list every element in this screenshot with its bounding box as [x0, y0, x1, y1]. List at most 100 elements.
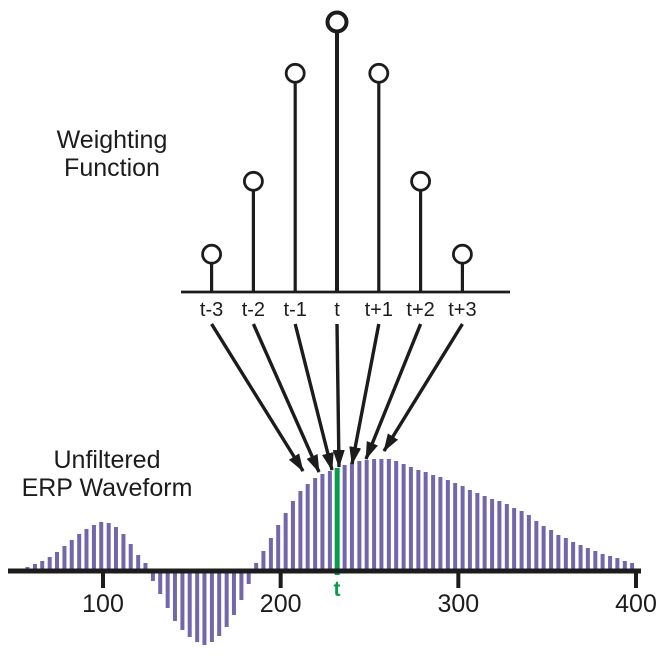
waveform-bar [475, 493, 480, 571]
waveform-bar [526, 515, 531, 571]
waveform-bar [150, 571, 155, 581]
waveform-bar [158, 571, 163, 594]
waveform-bar [585, 548, 590, 571]
stem-circle-t-2 [242, 170, 264, 192]
waveform-bar [563, 538, 568, 571]
stem-circle-t [325, 10, 349, 34]
waveform-title-line1: Unfiltered [54, 446, 161, 474]
waveform-bar [372, 459, 377, 571]
weight-arrow-t-1 [293, 323, 334, 471]
time-axis: 100 200 300 400 [8, 568, 657, 618]
waveform-bar [504, 504, 509, 571]
waveform-bar [571, 542, 576, 571]
highlight-time-label: t [334, 578, 341, 601]
waveform-bar [364, 460, 369, 571]
stem-circle-t+2 [410, 170, 432, 192]
weight-arrow-t-2 [251, 323, 321, 473]
waveform-bar [416, 470, 421, 571]
waveform-bar [32, 564, 37, 571]
waveform-bar [121, 534, 126, 571]
waveform-bar [209, 571, 214, 642]
waveform-bar [298, 491, 303, 571]
waveform-title-line2: ERP Waveform [22, 474, 193, 502]
waveform-bar [327, 471, 332, 571]
waveform-bar [283, 513, 288, 571]
waveform-bar [490, 499, 495, 571]
axis-tick-label: 400 [615, 590, 657, 618]
waveform-bar [195, 571, 200, 642]
waveform-bar [460, 486, 465, 571]
waveform-bar [165, 571, 170, 608]
waveform-bar [77, 534, 82, 571]
waveform-bar [113, 527, 118, 571]
waveform-bar [136, 555, 141, 571]
waveform-bar [290, 501, 295, 571]
waveform-bar [172, 571, 177, 621]
waveform-bar [254, 563, 259, 571]
waveform-bar [467, 490, 472, 571]
waveform-bar [320, 474, 325, 571]
stem-label-t+2: t+2 [406, 299, 434, 321]
waveform-bar [261, 551, 266, 571]
waveform-bar [630, 563, 635, 571]
waveform-bar [40, 561, 45, 571]
waveform-bar [549, 530, 554, 571]
stem-label-t-3: t-3 [200, 299, 223, 321]
convergence-arrows [210, 323, 464, 473]
waveform-bar [187, 571, 192, 637]
waveform-bar [401, 464, 406, 571]
waveform-bar [482, 496, 487, 571]
waveform-bar [357, 461, 362, 571]
waveform-bar [379, 459, 384, 571]
waveform-bar [268, 538, 273, 571]
waveform-bar [593, 551, 598, 571]
stem-label-t+3: t+3 [448, 299, 476, 321]
waveform-bar [534, 521, 539, 571]
highlight-time-bar [334, 468, 340, 575]
weight-arrow-t [332, 323, 345, 468]
waveform-bar [615, 558, 620, 571]
stem-circle-t+1 [368, 62, 390, 84]
stem-label-t-1: t-1 [284, 299, 307, 321]
waveform-bar [54, 552, 59, 571]
weight-arrow-t+2 [364, 323, 423, 460]
stem-label-t+1: t+1 [365, 299, 393, 321]
waveform-bar [106, 523, 111, 571]
waveform-bar [556, 535, 561, 571]
waveform-bar [99, 522, 104, 571]
stem-label-t-2: t-2 [242, 299, 265, 321]
waveform-bar [408, 467, 413, 571]
stem-label-t: t [334, 299, 340, 321]
waveform-bar [497, 501, 502, 571]
waveform-bar [217, 571, 222, 636]
axis-tick-label: 200 [260, 590, 302, 618]
waveform-bar [349, 463, 354, 571]
waveform-bar [313, 478, 318, 571]
weighting-title-line2: Function [64, 154, 160, 182]
waveform-bar [224, 571, 229, 627]
waveform-bar [276, 525, 281, 571]
weight-arrow-t-3 [210, 323, 305, 472]
waveform-bar [128, 544, 133, 571]
stem-circle-t+3 [451, 243, 473, 265]
stem-circle-t-3 [201, 243, 223, 265]
waveform-bar [453, 483, 458, 571]
waveform-bar [431, 475, 436, 571]
waveform-bar [47, 557, 52, 571]
weighting-stems: t-3 t-2 t-1 t t+1 t+2 t+3 [181, 10, 510, 321]
waveform-bar [202, 571, 207, 645]
waveform-bar [69, 540, 74, 571]
waveform-bar [578, 545, 583, 571]
waveform-bar [445, 480, 450, 571]
axis-tick-label: 300 [437, 590, 479, 618]
weighting-title-line1: Weighting [57, 126, 168, 154]
waveform-bar [246, 571, 251, 584]
waveform-bar [386, 459, 391, 571]
waveform-bar [91, 525, 96, 571]
waveform-bar [305, 484, 310, 571]
waveform-bar [143, 563, 148, 571]
waveform-bar [512, 508, 517, 571]
stem-circle-t-1 [284, 62, 306, 84]
waveform-bar [180, 571, 185, 630]
